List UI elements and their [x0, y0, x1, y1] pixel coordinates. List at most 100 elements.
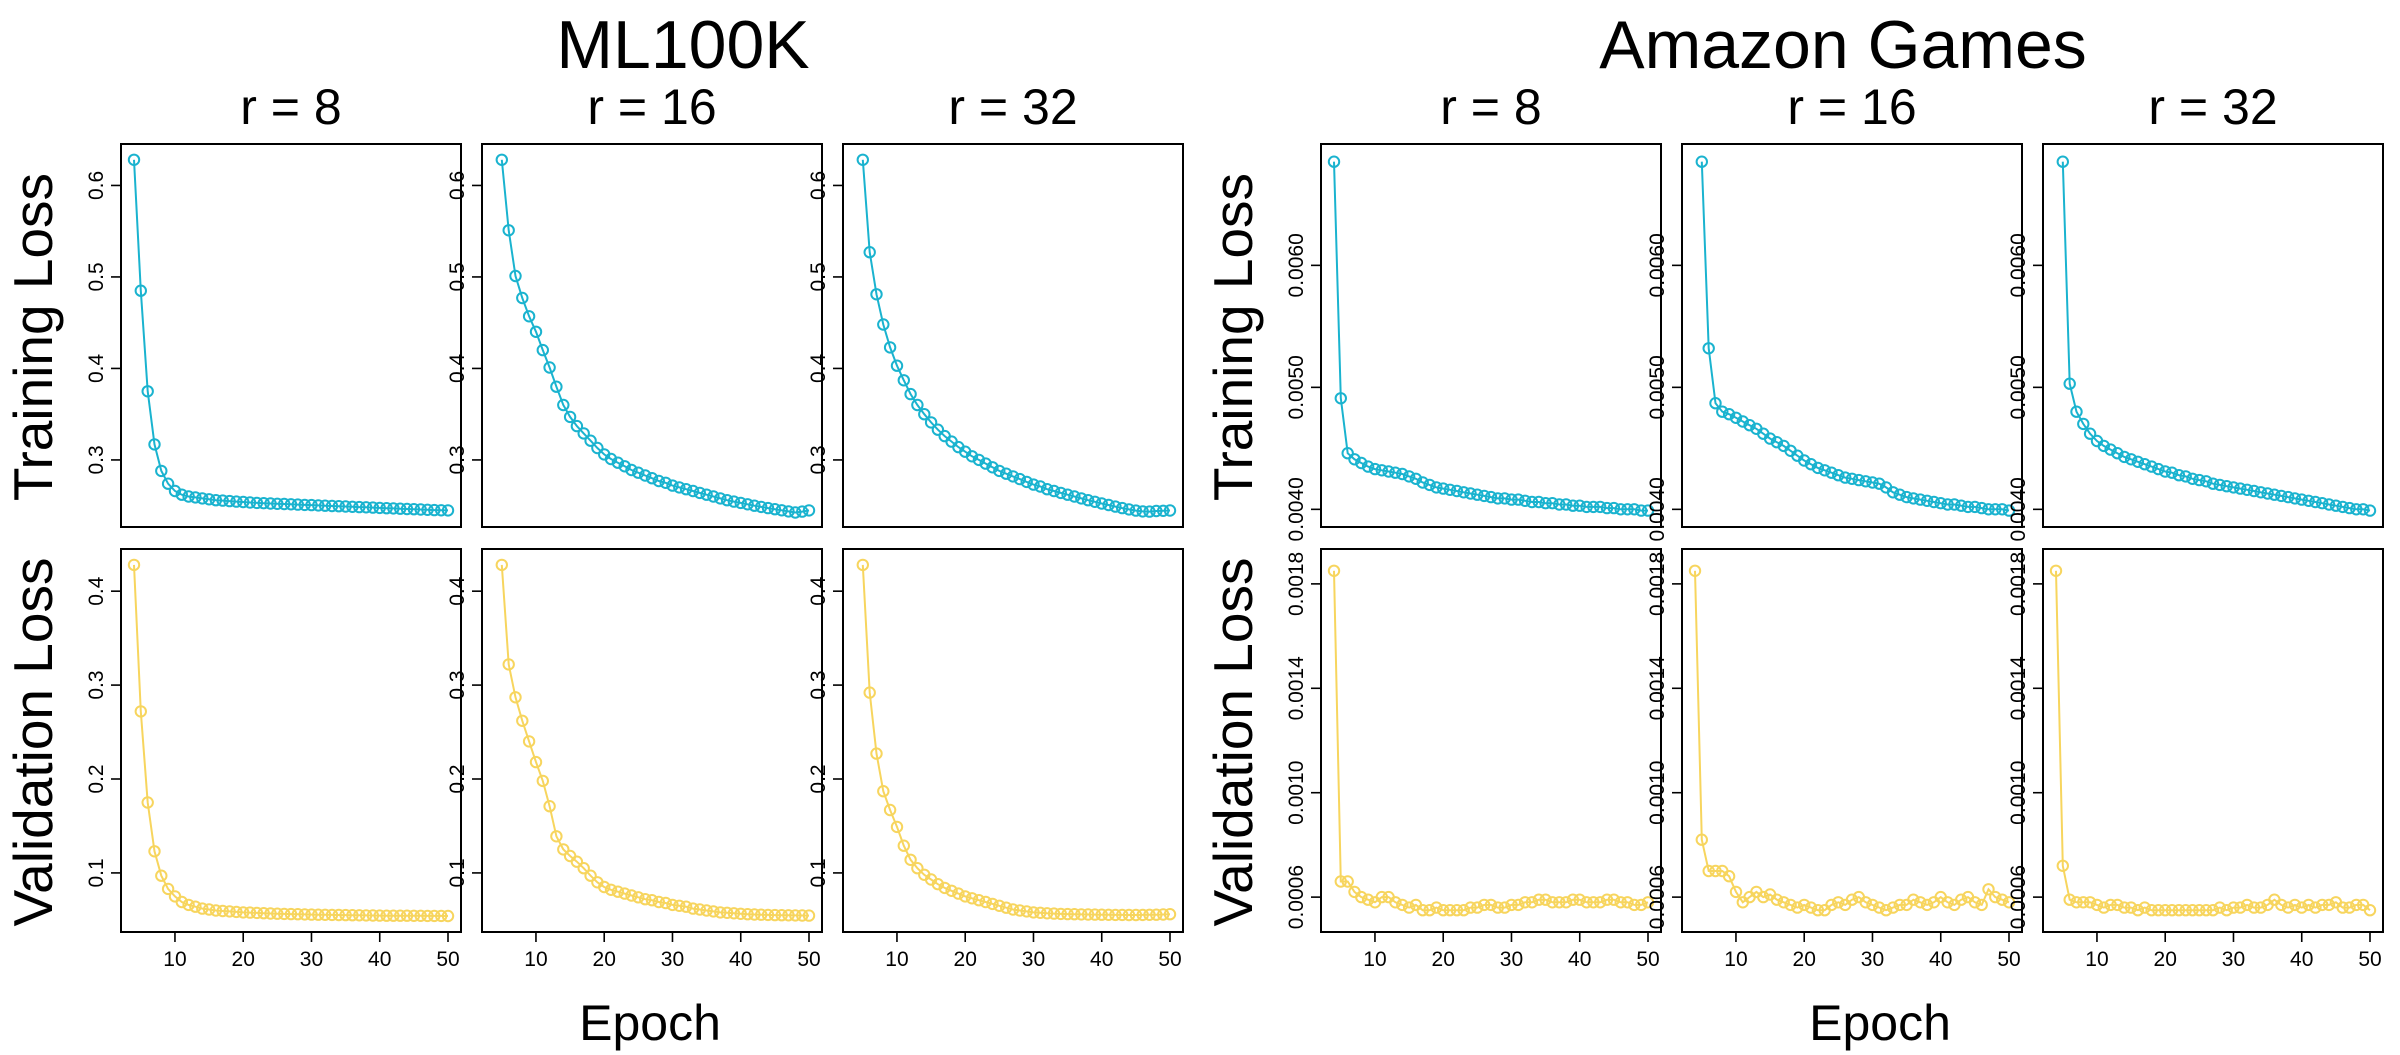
panel-3: 0.1 0.2 0.3 0.4 10 20 30 40 50 — [85, 548, 462, 971]
data-point — [632, 466, 645, 479]
data-point — [2138, 901, 2151, 914]
y-tick-label: 0.0050 — [2007, 355, 2030, 419]
data-point — [1961, 500, 1975, 514]
data-point — [216, 494, 229, 507]
data-point — [1614, 896, 1627, 909]
col-title-amazon-r32: r = 32 — [2148, 79, 2277, 135]
data-point — [863, 246, 876, 259]
data-point — [1722, 870, 1736, 883]
data-point — [890, 820, 904, 834]
data-point — [1791, 901, 1804, 914]
data-point — [965, 450, 979, 463]
panels: 0.30.40.50.60.30.40.50.60.30.40.50.60.10… — [85, 143, 2384, 971]
data-point — [700, 488, 713, 501]
data-point — [1505, 898, 1518, 912]
data-point — [2063, 377, 2076, 390]
data-point — [645, 894, 659, 907]
data-point — [1688, 564, 1702, 577]
x-tick-label: 50 — [1158, 948, 1181, 971]
data-point — [1628, 503, 1641, 516]
data-point — [353, 909, 366, 922]
series-line — [1694, 570, 2010, 912]
data-point — [1047, 484, 1061, 498]
data-point — [2343, 901, 2356, 914]
data-point — [529, 755, 543, 769]
data-point — [1722, 408, 1736, 421]
data-point — [428, 503, 441, 517]
data-point — [209, 904, 223, 917]
data-point — [2234, 901, 2247, 914]
data-point — [1621, 503, 1634, 516]
data-point — [1539, 497, 1552, 510]
x-tick-label: 30 — [1861, 948, 1884, 971]
data-point — [714, 906, 727, 919]
data-point — [2159, 465, 2172, 478]
data-point — [1034, 480, 1047, 493]
data-point — [1471, 901, 1484, 914]
data-point — [359, 909, 373, 922]
data-point — [1927, 495, 1941, 509]
y-tick-label: 0.0040 — [2007, 477, 2030, 541]
data-point — [632, 891, 645, 904]
data-point — [284, 498, 298, 511]
data-point — [1061, 907, 1074, 921]
data-point — [2316, 898, 2329, 912]
y-tick-label: 0.0018 — [1646, 552, 1669, 616]
data-point — [563, 410, 577, 424]
data-point — [2220, 480, 2233, 493]
x-tick-label: 40 — [1568, 948, 1591, 971]
y-tick-label: 0.0018 — [2007, 552, 2030, 616]
data-point — [284, 907, 298, 921]
data-point — [1573, 893, 1586, 906]
data-point — [1580, 500, 1593, 514]
data-point — [1907, 893, 1920, 906]
x-tick-label: 10 — [885, 948, 908, 971]
data-point — [543, 800, 556, 813]
x-tick-label: 50 — [1636, 948, 1659, 971]
y-tick-label: 0.0006 — [2007, 865, 2030, 929]
data-point — [1743, 419, 1756, 432]
data-point — [870, 747, 883, 760]
x-tick-label: 40 — [1929, 948, 1952, 971]
y-tick-label: 0.2 — [807, 764, 830, 793]
data-point — [216, 904, 229, 918]
data-point — [1587, 896, 1600, 909]
data-point — [1893, 488, 1907, 501]
ylabel-amazon-training: Training Loss — [1202, 173, 1264, 501]
data-point — [2281, 901, 2295, 914]
data-point — [414, 909, 427, 922]
data-point — [1948, 498, 1961, 511]
data-point — [2254, 901, 2268, 914]
data-point — [1587, 500, 1600, 514]
data-point — [686, 484, 700, 498]
data-point — [2329, 499, 2343, 512]
data-point — [1396, 467, 1409, 481]
y-tick-label: 0.0006 — [1646, 865, 1669, 929]
data-point — [796, 909, 809, 922]
data-point — [2343, 501, 2356, 515]
data-point — [1068, 490, 1081, 503]
data-point — [196, 902, 209, 915]
data-point — [1341, 447, 1354, 460]
data-point — [339, 500, 352, 513]
data-point — [1763, 432, 1777, 445]
data-point — [557, 843, 570, 856]
x-tick-label: 30 — [1500, 948, 1523, 971]
y-tick-label: 0.0040 — [1285, 477, 1308, 541]
data-point — [1409, 472, 1423, 485]
group-title-ml100k: ML100K — [556, 7, 809, 83]
data-point — [1914, 493, 1927, 506]
data-point — [734, 907, 747, 920]
panel-11: 0.0006 0.0010 0.0014 0.0018 10 20 30 40 50 — [2007, 548, 2384, 971]
data-point — [2322, 498, 2336, 511]
data-point — [305, 908, 318, 921]
data-point — [1873, 477, 1886, 490]
data-point — [1798, 898, 1811, 912]
data-point — [918, 408, 931, 421]
data-point — [2152, 462, 2165, 476]
data-point — [890, 359, 904, 372]
data-point — [373, 909, 386, 922]
data-point — [1095, 908, 1108, 921]
data-point — [1006, 470, 1020, 483]
data-point — [1607, 501, 1621, 515]
